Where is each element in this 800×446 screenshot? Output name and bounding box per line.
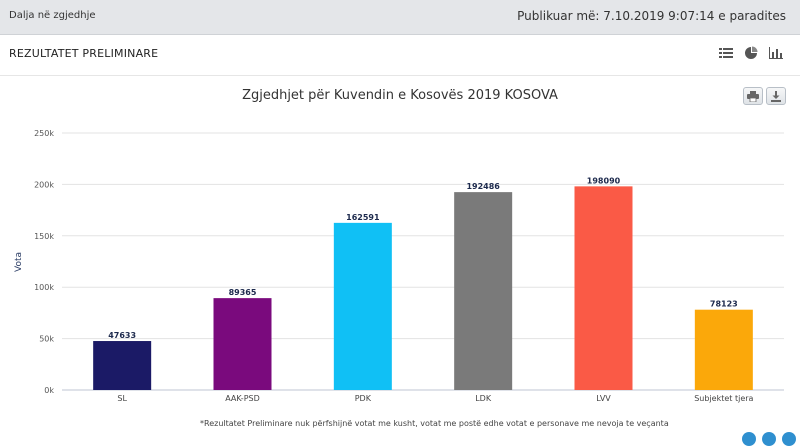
y-tick-label: 50k [39,335,54,344]
list-view-icon[interactable] [718,46,734,60]
bar-subjektet-tjera[interactable] [694,309,753,390]
data-label: 192486 [466,182,500,191]
y-axis-ticks: 0k 50k 100k 150k 200k 250k [34,129,54,395]
data-label: 198090 [587,176,621,185]
bar-lvv[interactable] [574,186,633,390]
value-labels: 47633 89365 162591 192486 198090 78123 [108,176,738,340]
top-bar: Dalja në zgjedhje Publikuar më: 7.10.201… [0,0,800,35]
view-switcher [718,46,784,60]
x-tick-label: SL [117,394,127,403]
share-circle-icon[interactable] [782,432,796,446]
x-tick-label: AAK-PSD [225,394,260,403]
data-label: 78123 [710,300,738,309]
share-circle-icon[interactable] [762,432,776,446]
x-tick-label: LVV [596,394,611,403]
social-share-buttons [742,432,796,446]
y-tick-label: 0k [44,386,54,395]
chart-title: Zgjedhjet për Kuvendin e Kosovës 2019 KO… [242,88,558,103]
y-tick-label: 250k [34,129,54,138]
pie-chart-icon[interactable] [743,46,759,60]
grid-lines [62,132,784,391]
data-label: 47633 [108,331,136,340]
chart-export-buttons [743,87,786,105]
bar-pdk[interactable] [333,222,392,390]
panel-divider [0,75,800,76]
y-tick-label: 100k [34,283,54,292]
y-tick-label: 200k [34,180,54,189]
y-tick-label: 150k [34,232,54,241]
y-axis-title: Vota [14,252,24,272]
share-circle-icon[interactable] [742,432,756,446]
x-tick-label: Subjektet tjera [694,394,753,403]
x-tick-label: PDK [355,394,372,403]
footnote: *Rezultatet Preliminare nuk përfshijnë v… [200,419,669,428]
panel-title: REZULTATET PRELIMINARE [9,47,159,60]
bar-ldk[interactable] [454,192,513,390]
published-timestamp: Publikuar më: 7.10.2019 9:07:14 e paradi… [517,9,786,23]
bar-sl[interactable] [93,341,152,390]
bar-aak-psd[interactable] [213,298,272,390]
bar-chart-icon[interactable] [768,46,784,60]
x-tick-label: LDK [475,394,492,403]
download-icon[interactable] [766,87,786,105]
data-label: 162591 [346,213,380,222]
print-icon[interactable] [743,87,763,105]
category-labels: SL AAK-PSD PDK LDK LVV Subjektet tjera [117,394,753,403]
back-to-elections-link[interactable]: Dalja në zgjedhje [9,10,96,21]
data-label: 89365 [229,288,257,297]
bars [93,186,753,390]
